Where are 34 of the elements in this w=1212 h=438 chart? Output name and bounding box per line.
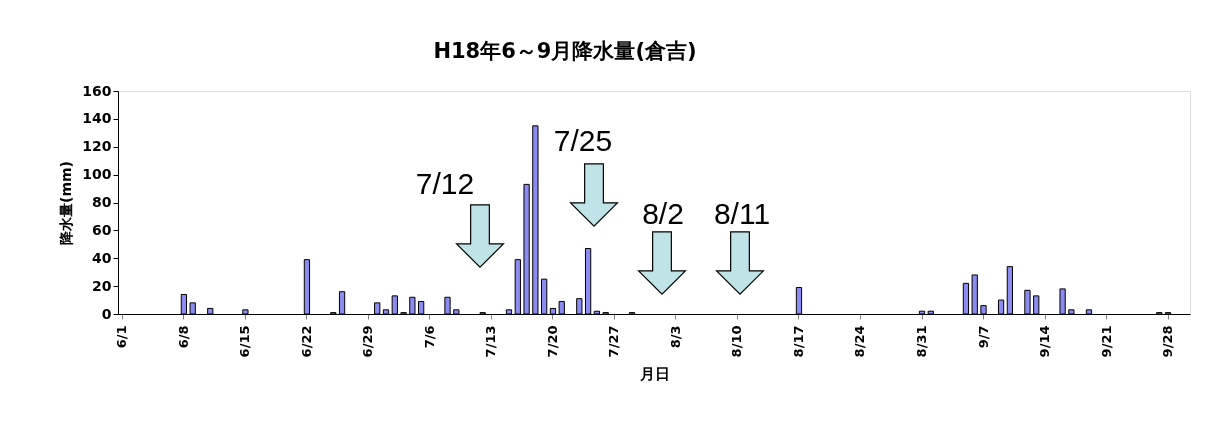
x-tick-label: 8/3 (667, 325, 683, 349)
x-axis-title: 月日 (638, 365, 670, 384)
y-tick-label: 140 (82, 110, 112, 127)
x-tick-label: 7/6 (421, 325, 437, 349)
annotation: 8/2 (642, 197, 684, 230)
x-tick-label: 9/21 (1098, 325, 1114, 358)
x-tick-label: 9/14 (1037, 325, 1053, 358)
x-tick-label: 9/28 (1160, 325, 1176, 358)
chart-title: H18年6～9月降水量(倉吉) (433, 39, 697, 63)
annotation: 8/11 (713, 197, 771, 230)
y-tick-label: 80 (92, 194, 112, 210)
y-tick-label: 60 (92, 221, 112, 238)
x-tick-label: 8/31 (914, 325, 929, 358)
y-tick-label: 20 (92, 277, 112, 294)
x-tick-label: 8/10 (729, 325, 745, 358)
x-tick-label: 7/27 (606, 325, 622, 358)
x-tick-label: 7/13 (483, 325, 499, 358)
annotation: 7/12 (415, 167, 475, 200)
x-tick-label: 6/15 (237, 325, 253, 358)
y-tick-label: 160 (82, 82, 112, 99)
x-tick-label: 6/8 (175, 325, 191, 349)
x-tick-label: 6/29 (360, 325, 376, 358)
y-tick-label: 0 (101, 305, 112, 322)
x-tick-label: 6/1 (114, 325, 130, 349)
x-tick-label: 6/22 (298, 325, 314, 358)
y-axis-title: 降水量(mm) (58, 161, 75, 245)
y-tick-label: 120 (82, 138, 112, 155)
x-tick-label: 7/20 (544, 325, 560, 358)
x-tick-label: 8/17 (790, 325, 806, 358)
x-tick-label: 9/7 (975, 325, 991, 349)
y-tick-label: 100 (82, 166, 112, 183)
annotation: 7/25 (553, 124, 613, 157)
x-tick-label: 8/24 (852, 325, 868, 358)
y-tick-label: 40 (92, 249, 112, 266)
